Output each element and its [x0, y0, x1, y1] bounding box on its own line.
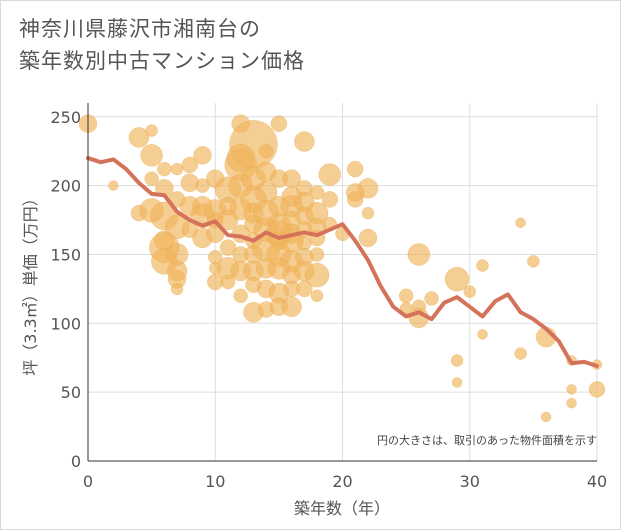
- bubble-point: [357, 178, 379, 199]
- bubble-point: [296, 280, 313, 298]
- bubble-point: [145, 124, 158, 137]
- bubble-point: [358, 228, 378, 248]
- axes: [87, 103, 597, 462]
- size-legend-note: 円の大きさは、取引のあった物件面積を示す: [377, 433, 597, 447]
- y-tick-label: 100: [50, 314, 81, 333]
- bubble-point: [281, 296, 302, 318]
- bubble-point: [566, 384, 577, 395]
- chart-title-line-2: 築年数別中古マンション価格: [19, 49, 305, 73]
- bubble-point: [407, 243, 431, 266]
- y-tick-label: 200: [50, 177, 81, 196]
- bubble-point: [220, 274, 236, 290]
- x-tick-label: 40: [587, 472, 607, 491]
- x-tick-label: 10: [205, 472, 225, 491]
- y-tick-label: 250: [50, 108, 81, 127]
- bubble-point: [108, 180, 119, 191]
- bubble-point: [233, 288, 248, 304]
- bubble-point: [361, 206, 375, 220]
- bubble-point: [566, 397, 577, 409]
- bubble-point: [450, 354, 464, 367]
- line-layer: [86, 156, 599, 368]
- x-tick-label: 20: [332, 472, 352, 491]
- bubble-point: [540, 411, 552, 423]
- bubble-point: [310, 289, 324, 303]
- y-tick-label: 50: [61, 383, 81, 402]
- x-tick-label: 30: [460, 472, 480, 491]
- bubble-point: [144, 171, 159, 186]
- y-tick-labels: 0 50 100 150 200 250: [50, 108, 81, 471]
- bubble-point: [128, 127, 150, 148]
- x-tick-label: 0: [83, 472, 93, 491]
- bubble-point: [258, 143, 274, 159]
- bubble-point: [170, 162, 184, 176]
- bubble-point: [444, 266, 470, 292]
- bubble-point: [157, 161, 172, 177]
- bubble-point: [219, 239, 237, 256]
- bubble-point: [476, 259, 489, 272]
- bubble-point: [140, 144, 163, 167]
- chart-title: 神奈川県藤沢市湘南台の 築年数別中古マンション価格: [19, 13, 305, 77]
- bubble-point: [424, 291, 439, 306]
- bubble-point: [398, 288, 414, 304]
- bubble-point: [321, 191, 339, 208]
- y-tick-label: 150: [50, 245, 81, 264]
- bubble-point: [304, 262, 330, 288]
- bubble-point: [309, 247, 325, 262]
- bubble-point: [346, 160, 364, 178]
- bubble-point: [318, 163, 342, 186]
- y-axis-label: 坪（3.3㎡）単価（万円）: [21, 190, 40, 375]
- bubble-point: [451, 377, 463, 388]
- bubble-point: [193, 146, 212, 165]
- bubble-point: [229, 120, 278, 169]
- y-tick-label: 0: [71, 452, 81, 471]
- bubble-point: [309, 185, 325, 200]
- bubble-point: [294, 131, 315, 152]
- x-tick-labels: 0 10 20 30 40: [83, 472, 607, 491]
- grid: [87, 103, 598, 462]
- bubble-point: [477, 329, 488, 340]
- bubble-point: [514, 347, 527, 360]
- bubble-point: [463, 285, 476, 298]
- bubble-point: [346, 191, 364, 208]
- chart-title-line-1: 神奈川県藤沢市湘南台の: [19, 17, 261, 41]
- bubble-point: [170, 282, 184, 296]
- bubble-point: [181, 156, 199, 174]
- bubble-point: [527, 255, 540, 268]
- bubble-point: [588, 381, 606, 398]
- bubble-point: [270, 115, 288, 132]
- x-axis-label: 築年数（年）: [294, 499, 390, 518]
- average-price-line: [86, 156, 599, 368]
- bubble-point: [515, 217, 526, 229]
